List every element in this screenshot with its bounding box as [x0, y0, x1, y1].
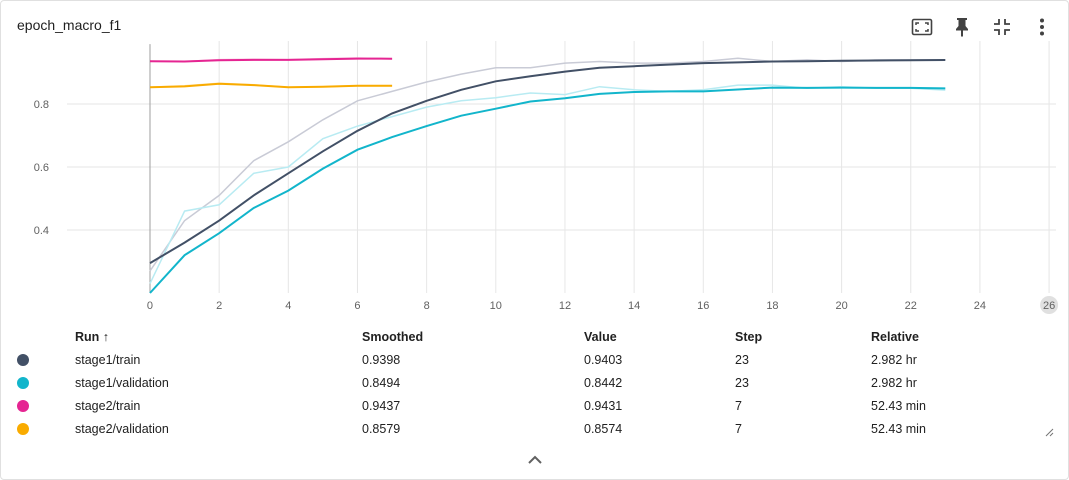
y-tick-label: 0.4: [34, 225, 49, 237]
value: 0.8442: [584, 375, 623, 390]
x-tick-label: 18: [766, 300, 778, 312]
x-tick-highlight: [1040, 296, 1059, 314]
run-color-dot: [17, 377, 29, 390]
value: 0.9403: [584, 352, 623, 367]
series-raw-line: [149, 57, 946, 272]
x-tick-label: 22: [905, 300, 917, 312]
run-name: stage2/train: [75, 398, 141, 413]
relative-time: 52.43 min: [871, 398, 926, 413]
card-title: epoch_macro_f1: [17, 17, 122, 33]
series-line: [149, 57, 393, 63]
value: 0.9431: [584, 398, 623, 413]
fit-domain-button[interactable]: [906, 13, 938, 41]
value: 0.8574: [584, 421, 623, 436]
collapse-button[interactable]: [986, 13, 1018, 41]
resize-handle-icon[interactable]: [1044, 427, 1054, 437]
x-tick-label: 12: [559, 300, 571, 312]
x-tick-label: 6: [354, 300, 360, 312]
y-tick-label: 0.8: [34, 99, 49, 111]
step: 23: [735, 352, 749, 367]
chevron-up-icon[interactable]: [527, 455, 543, 465]
table-header-row: Run ↑ Smoothed Value Step Relative: [15, 326, 1021, 348]
x-tick-label: 10: [490, 300, 502, 312]
series-line: [149, 82, 393, 89]
table-row: stage2/train 0.9437 0.9431 7 52.43 min: [15, 394, 1021, 417]
header-smoothed[interactable]: Smoothed: [362, 330, 424, 344]
relative-time: 2.982 hr: [871, 375, 917, 390]
run-name: stage1/train: [75, 352, 141, 367]
series-line: [149, 59, 946, 264]
x-tick-label: 24: [974, 300, 986, 312]
x-tick-label: 4: [285, 300, 291, 312]
x-tick-label: 2: [216, 300, 222, 312]
fit-domain-icon: [911, 18, 933, 36]
smoothed-value: 0.9398: [362, 352, 401, 367]
more-options-button[interactable]: [1026, 13, 1058, 41]
collapse-icon: [994, 19, 1010, 35]
table-row: stage1/train 0.9398 0.9403 23 2.982 hr: [15, 348, 1021, 371]
header-relative[interactable]: Relative: [871, 330, 919, 344]
step: 23: [735, 375, 749, 390]
relative-time: 2.982 hr: [871, 352, 917, 367]
runs-table: Run ↑ Smoothed Value Step Relative stage…: [15, 326, 1021, 440]
smoothed-value: 0.9437: [362, 398, 401, 413]
run-color-dot: [17, 423, 29, 436]
x-tick-label: 0: [147, 300, 153, 312]
x-tick-label: 20: [835, 300, 847, 312]
series-line: [149, 86, 946, 294]
x-tick-label: 8: [424, 300, 430, 312]
step: 7: [735, 398, 742, 413]
x-tick-label: 14: [628, 300, 640, 312]
y-tick-label: 0.6: [34, 162, 49, 174]
run-color-dot: [17, 354, 29, 367]
pin-icon: [956, 18, 968, 37]
table-row: stage1/validation 0.8494 0.8442 23 2.982…: [15, 371, 1021, 394]
more-vert-icon: [1040, 18, 1044, 36]
line-chart[interactable]: 0 2 4 6 8 10 12 14 16 18 20 22 24 260.40.60.8: [1, 41, 1069, 326]
run-name: stage2/validation: [75, 421, 169, 436]
relative-time: 52.43 min: [871, 421, 926, 436]
pin-button[interactable]: [946, 13, 978, 41]
x-tick-label: 16: [697, 300, 709, 312]
header-run[interactable]: Run ↑: [75, 330, 110, 344]
smoothed-value: 0.8494: [362, 375, 401, 390]
smoothed-value: 0.8579: [362, 421, 401, 436]
card-toolbar: [906, 13, 1058, 41]
header-step[interactable]: Step: [735, 330, 763, 344]
table-row: stage2/validation 0.8579 0.8574 7 52.43 …: [15, 417, 1021, 440]
step: 7: [735, 421, 742, 436]
run-color-dot: [17, 400, 29, 413]
header-value[interactable]: Value: [584, 330, 617, 344]
run-name: stage1/validation: [75, 375, 169, 390]
x-tick-label: 26: [1043, 300, 1055, 312]
